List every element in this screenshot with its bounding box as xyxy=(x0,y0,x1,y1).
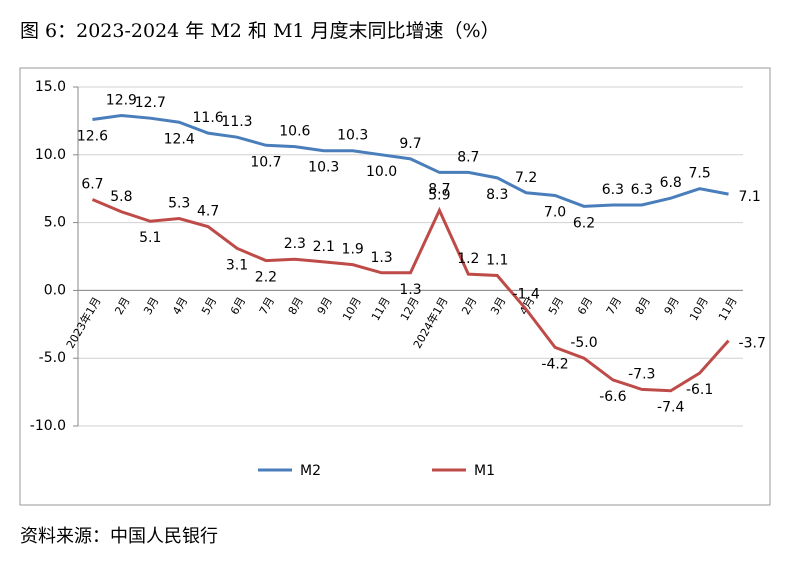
x-tick-label: 9月 xyxy=(315,295,335,317)
x-tick-label: 11月 xyxy=(716,295,740,323)
data-label: 11.3 xyxy=(221,114,252,130)
data-label: -6.6 xyxy=(599,389,626,405)
chart-title: 图 6：2023-2024 年 M2 和 M1 月度末同比增速（%） xyxy=(20,20,500,42)
data-label: 11.6 xyxy=(193,110,224,126)
data-label: 7.5 xyxy=(688,166,710,182)
data-label: -7.4 xyxy=(657,400,684,416)
y-tick-label: 10.0 xyxy=(35,147,66,163)
data-label: -6.1 xyxy=(686,382,713,398)
data-label: -7.3 xyxy=(628,366,655,382)
data-label: 5.8 xyxy=(110,189,132,205)
data-label: 8.7 xyxy=(457,149,479,165)
data-label: 7.1 xyxy=(739,189,761,205)
data-label: 5.3 xyxy=(168,196,190,212)
data-label: 6.3 xyxy=(631,182,653,198)
x-tick-label: 9月 xyxy=(662,295,682,317)
data-label: 5.1 xyxy=(139,230,161,246)
x-tick-label: 7月 xyxy=(257,295,277,317)
y-tick-label: -5.0 xyxy=(39,350,66,366)
x-tick-label: 5月 xyxy=(199,295,219,317)
data-label: 2.3 xyxy=(284,236,306,252)
data-label: 8.7 xyxy=(428,181,450,197)
series-line xyxy=(91,198,730,393)
series-line xyxy=(92,113,729,208)
data-label: 12.6 xyxy=(77,129,108,145)
data-label: 10.0 xyxy=(366,164,397,180)
x-tick-label: 2月 xyxy=(459,295,479,317)
data-label: 6.3 xyxy=(602,182,624,198)
data-label: -5.0 xyxy=(570,335,597,351)
x-tick-label: 10月 xyxy=(687,295,711,323)
data-label: 5.9 xyxy=(428,187,450,203)
y-tick-label: -10.0 xyxy=(30,418,66,434)
legend-label: M1 xyxy=(474,463,495,479)
data-label: 9.7 xyxy=(399,136,421,152)
chart-frame xyxy=(19,67,771,506)
data-label: 12.4 xyxy=(164,131,195,147)
data-label: 6.8 xyxy=(660,175,682,191)
data-label: 3.1 xyxy=(226,257,248,273)
data-label: 10.3 xyxy=(308,160,339,176)
x-tick-label: 3月 xyxy=(488,295,508,317)
x-tick-label: 5月 xyxy=(546,295,566,317)
source: 资料来源：中国人民银行 xyxy=(20,526,218,547)
x-tick-label: 3月 xyxy=(141,295,161,317)
x-tick-label: 8月 xyxy=(633,295,653,317)
data-label: 2.2 xyxy=(255,270,277,286)
x-tick-label: 8月 xyxy=(286,295,306,317)
y-tick-label: 0.0 xyxy=(44,282,66,298)
data-label: 4.7 xyxy=(197,204,219,220)
x-tick-label: 4月 xyxy=(170,295,190,317)
data-label: 8.3 xyxy=(486,187,508,203)
data-label: 12.7 xyxy=(135,95,166,111)
data-label: 1.3 xyxy=(399,282,421,298)
x-tick-label: 6月 xyxy=(575,295,595,317)
data-label: 2.1 xyxy=(313,239,335,255)
data-label: 12.9 xyxy=(106,92,137,108)
x-tick-label: 2月 xyxy=(112,295,132,317)
data-label: -1.4 xyxy=(512,286,539,302)
data-label: 6.7 xyxy=(81,177,103,193)
x-tick-label: 6月 xyxy=(228,295,248,317)
data-label: 1.1 xyxy=(486,252,508,268)
x-tick-label: 12月 xyxy=(398,295,422,323)
data-label: 10.6 xyxy=(279,124,310,140)
data-label: 10.7 xyxy=(250,154,281,170)
data-label: -4.2 xyxy=(541,356,568,372)
x-tick-label: 2023年1月 xyxy=(63,294,104,350)
data-label: 10.3 xyxy=(337,128,368,144)
x-tick-label: 10月 xyxy=(340,295,364,323)
data-label: 7.2 xyxy=(515,170,537,186)
data-label: 1.2 xyxy=(457,251,479,267)
data-label: 1.3 xyxy=(370,250,392,266)
data-label: 6.2 xyxy=(573,215,595,231)
data-label: -3.7 xyxy=(739,336,766,352)
data-label: 1.9 xyxy=(342,242,364,258)
x-tick-label: 7月 xyxy=(604,295,624,317)
y-tick-label: 15.0 xyxy=(35,79,66,95)
data-label: 7.0 xyxy=(544,204,566,220)
legend-label: M2 xyxy=(300,463,321,479)
y-tick-label: 5.0 xyxy=(44,215,66,231)
x-tick-label: 11月 xyxy=(369,295,393,323)
